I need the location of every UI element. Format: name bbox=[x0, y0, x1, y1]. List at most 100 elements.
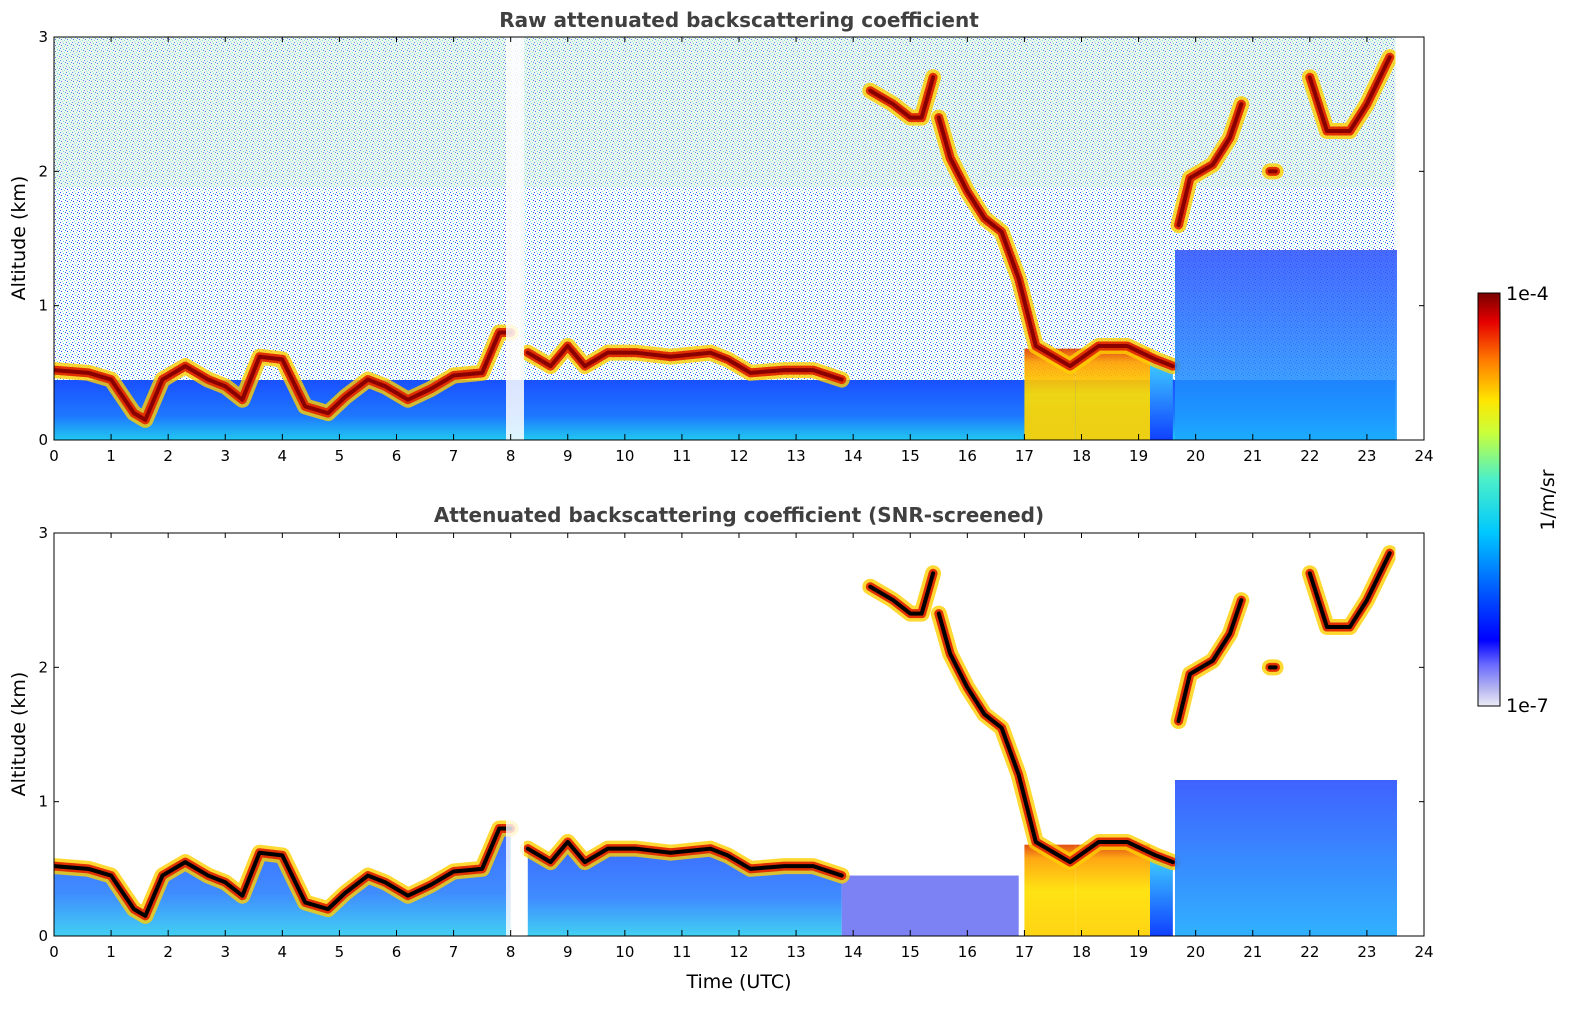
x-axis-label: Time (UTC) bbox=[685, 971, 791, 993]
precipitation-band bbox=[1075, 348, 1150, 440]
x-tick-label: 11 bbox=[672, 447, 691, 465]
x-tick-label: 12 bbox=[729, 943, 748, 961]
x-tick-label: 14 bbox=[844, 447, 863, 465]
no-data-region bbox=[1395, 533, 1424, 936]
cloud-layer-core bbox=[1176, 102, 1244, 228]
cloud-layer-core bbox=[1307, 551, 1392, 630]
x-tick-label: 19 bbox=[1129, 943, 1148, 961]
raw-heatmap bbox=[54, 37, 1424, 440]
x-tick-label: 22 bbox=[1300, 447, 1319, 465]
boundary-layer-fill bbox=[527, 841, 842, 936]
cloud-layer-core bbox=[868, 571, 936, 616]
screened-panel: Attenuated backscattering coefficient (S… bbox=[8, 503, 1434, 993]
x-tick-label: 4 bbox=[278, 447, 288, 465]
x-tick-label: 8 bbox=[506, 943, 516, 961]
y-tick-label: 1 bbox=[38, 297, 48, 315]
x-tick-label: 18 bbox=[1072, 447, 1091, 465]
raw-data-gap bbox=[506, 37, 524, 440]
x-tick-label: 3 bbox=[220, 447, 230, 465]
x-tick-label: 17 bbox=[1015, 447, 1034, 465]
x-tick-label: 7 bbox=[449, 447, 459, 465]
raw-y-axis: 0 1 2 3 bbox=[38, 28, 1424, 449]
y-tick-label: 3 bbox=[38, 524, 48, 542]
x-tick-label: 10 bbox=[615, 447, 634, 465]
x-tick-label: 23 bbox=[1357, 943, 1376, 961]
x-tick-label: 18 bbox=[1072, 943, 1091, 961]
x-tick-label: 11 bbox=[672, 943, 691, 961]
raw-cloud-layers bbox=[54, 37, 1424, 440]
y-tick-label: 0 bbox=[38, 927, 48, 945]
x-tick-label: 24 bbox=[1414, 447, 1433, 465]
raw-panel: Raw attenuated backscattering coefficien… bbox=[8, 8, 1434, 465]
cloud-layer-core bbox=[936, 611, 1175, 865]
x-tick-label: 24 bbox=[1414, 943, 1433, 961]
x-tick-label: 16 bbox=[958, 447, 977, 465]
screened-evening-aerosol bbox=[1175, 780, 1397, 936]
x-tick-label: 21 bbox=[1243, 447, 1262, 465]
raw-evening-aerosol bbox=[1175, 250, 1397, 440]
afternoon-aerosol bbox=[841, 875, 1019, 936]
x-tick-label: 6 bbox=[392, 447, 402, 465]
screened-y-axis: 0 1 2 3 bbox=[38, 524, 1424, 945]
cloud-layer-core bbox=[1176, 598, 1244, 724]
precipitation-band bbox=[1075, 844, 1150, 936]
y-tick-label: 1 bbox=[38, 793, 48, 811]
cloud-layer-core bbox=[936, 115, 1175, 369]
raw-upper-tint bbox=[54, 37, 1397, 187]
raw-near-surface bbox=[54, 380, 1397, 440]
no-data-region bbox=[1395, 37, 1424, 440]
x-tick-label: 5 bbox=[335, 447, 345, 465]
y-tick-label: 2 bbox=[38, 162, 48, 180]
x-tick-label: 15 bbox=[901, 943, 920, 961]
colorbar-unit-label: 1/m/sr bbox=[1537, 469, 1559, 530]
x-tick-label: 9 bbox=[563, 943, 573, 961]
x-tick-label: 5 bbox=[335, 943, 345, 961]
boundary-layer-fill bbox=[54, 828, 511, 936]
screened-x-axis: 0 1 2 3 4 5 6 7 8 9 10 11 12 13 14 15 16 17 18 19 20 21 22 23 24 bbox=[49, 533, 1434, 961]
x-tick-label: 17 bbox=[1015, 943, 1034, 961]
x-tick-label: 16 bbox=[958, 943, 977, 961]
x-tick-label: 4 bbox=[278, 943, 288, 961]
x-tick-label: 7 bbox=[449, 943, 459, 961]
x-tick-label: 20 bbox=[1186, 447, 1205, 465]
y-tick-label: 2 bbox=[38, 658, 48, 676]
x-tick-label: 2 bbox=[163, 943, 173, 961]
x-tick-label: 13 bbox=[787, 943, 806, 961]
x-tick-label: 23 bbox=[1357, 447, 1376, 465]
x-tick-label: 20 bbox=[1186, 943, 1205, 961]
cloud-layer-core bbox=[868, 75, 936, 120]
raw-panel-title: Raw attenuated backscattering coefficien… bbox=[499, 8, 979, 32]
x-tick-label: 3 bbox=[220, 943, 230, 961]
colorbar-min-label: 1e-7 bbox=[1506, 695, 1549, 717]
x-tick-label: 0 bbox=[49, 943, 59, 961]
x-tick-label: 6 bbox=[392, 943, 402, 961]
x-tick-label: 1 bbox=[106, 943, 116, 961]
colorbar: 1e-4 1e-7 1/m/sr bbox=[1477, 283, 1559, 717]
x-tick-label: 21 bbox=[1243, 943, 1262, 961]
x-tick-label: 2 bbox=[163, 447, 173, 465]
screened-panel-title: Attenuated backscattering coefficient (S… bbox=[434, 503, 1044, 527]
x-tick-label: 10 bbox=[615, 943, 634, 961]
cloud-layer-core bbox=[1307, 55, 1392, 134]
colorbar-gradient bbox=[1477, 292, 1501, 707]
x-tick-label: 15 bbox=[901, 447, 920, 465]
rain-shaft bbox=[1150, 359, 1173, 440]
cloud-layer-core bbox=[54, 826, 513, 918]
screened-data-gap bbox=[506, 533, 524, 936]
raw-x-axis: 0 1 2 3 4 5 6 7 8 9 10 11 12 13 14 15 16 17 18 19 20 21 22 23 24 bbox=[49, 37, 1434, 465]
x-tick-label: 13 bbox=[787, 447, 806, 465]
cloud-layer-core bbox=[54, 330, 513, 422]
x-tick-label: 9 bbox=[563, 447, 573, 465]
y-tick-label: 0 bbox=[38, 431, 48, 449]
cloud-layer-core bbox=[525, 839, 844, 878]
screened-y-label: Altitude (km) bbox=[8, 672, 30, 797]
screened-cloud-layers bbox=[54, 533, 1424, 936]
x-tick-label: 1 bbox=[106, 447, 116, 465]
screened-heatmap bbox=[54, 533, 1424, 936]
x-tick-label: 14 bbox=[844, 943, 863, 961]
x-tick-label: 8 bbox=[506, 447, 516, 465]
colorbar-max-label: 1e-4 bbox=[1506, 283, 1549, 305]
y-tick-label: 3 bbox=[38, 28, 48, 46]
x-tick-label: 19 bbox=[1129, 447, 1148, 465]
